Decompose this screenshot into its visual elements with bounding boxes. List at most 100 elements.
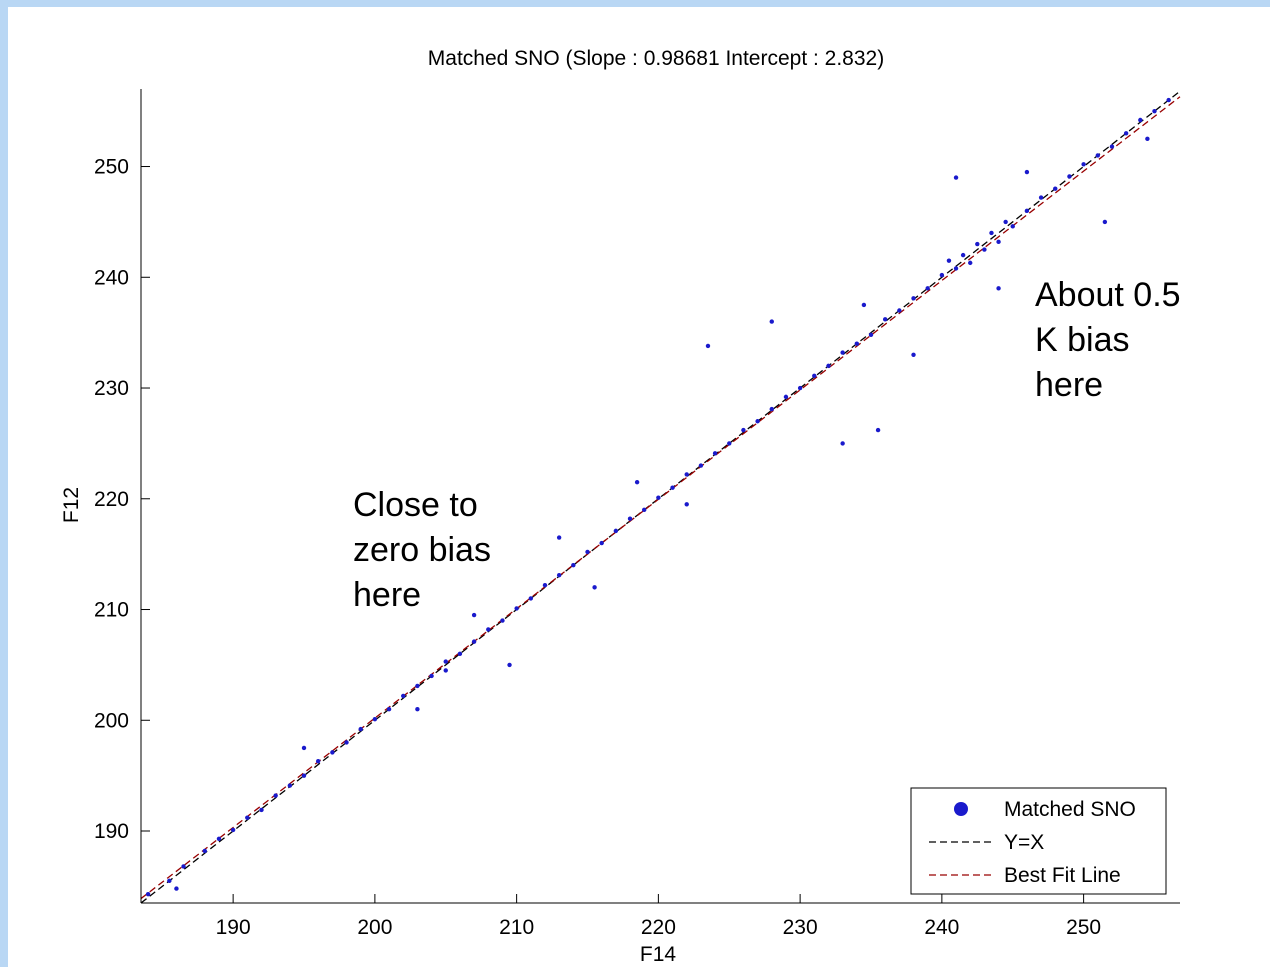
- data-point: [500, 618, 505, 623]
- data-point: [861, 302, 867, 308]
- data-point: [401, 693, 406, 699]
- y-tick-label: 200: [94, 709, 129, 732]
- data-point: [840, 441, 845, 446]
- data-point: [592, 585, 597, 590]
- data-point: [727, 441, 732, 446]
- y-axis-label: F12: [60, 487, 83, 523]
- data-point: [174, 886, 179, 891]
- legend-box: [910, 787, 1167, 895]
- data-point: [684, 472, 689, 477]
- data-point: [911, 352, 916, 357]
- data-point: [1081, 162, 1086, 167]
- data-point: [1152, 108, 1157, 114]
- data-point: [1053, 186, 1058, 191]
- data-point: [556, 572, 562, 578]
- data-point: [897, 308, 902, 313]
- y-tick-label: 240: [94, 266, 129, 289]
- data-point: [415, 706, 420, 712]
- annotation-half-kelvin-bias: About 0.5 K bias here: [1035, 276, 1181, 404]
- data-point: [854, 341, 860, 346]
- data-point: [868, 332, 874, 338]
- data-point: [670, 485, 675, 490]
- data-point: [925, 286, 930, 291]
- data-point: [939, 272, 945, 278]
- x-axis-label: F14: [640, 943, 677, 966]
- data-point: [1024, 169, 1030, 175]
- data-point: [315, 759, 321, 764]
- legend-marker-dot: [954, 802, 968, 816]
- data-point: [216, 836, 222, 841]
- data-point: [585, 549, 590, 555]
- data-point: [911, 296, 916, 301]
- annotation-zero-bias: Close to zero bias here: [353, 486, 491, 614]
- data-point: [1095, 153, 1100, 158]
- x-tick-label: 220: [641, 916, 676, 939]
- data-point: [705, 343, 711, 349]
- data-point: [783, 394, 789, 400]
- data-point: [507, 662, 512, 668]
- chart-title: Matched SNO (Slope : 0.98681 Intercept :…: [428, 47, 884, 70]
- data-point: [259, 807, 264, 813]
- data-point: [181, 864, 186, 869]
- data-point: [486, 627, 491, 632]
- data-point: [1038, 195, 1044, 200]
- data-point: [996, 286, 1001, 291]
- data-point: [996, 239, 1001, 245]
- plot-area: [140, 90, 1181, 904]
- data-point: [755, 419, 760, 424]
- data-point: [528, 596, 534, 601]
- data-point: [301, 745, 307, 751]
- data-point: [245, 815, 250, 820]
- data-point: [1109, 144, 1115, 149]
- data-point: [953, 175, 959, 180]
- data-point: [202, 848, 207, 854]
- data-point: [1067, 174, 1072, 179]
- data-point: [599, 540, 604, 546]
- data-point: [542, 582, 548, 588]
- legend-label: Y=X: [1004, 831, 1044, 854]
- data-point: [634, 479, 640, 485]
- y-tick-label: 220: [94, 488, 129, 511]
- x-tick-label: 250: [1066, 916, 1101, 939]
- data-point: [273, 793, 278, 798]
- data-point: [429, 673, 434, 679]
- x-tick-label: 190: [216, 916, 251, 939]
- data-point: [415, 683, 420, 689]
- data-point: [769, 406, 774, 412]
- data-point: [1166, 97, 1171, 103]
- data-point: [471, 639, 477, 644]
- y-axis: 190 200 210 220 230 240 250: [94, 89, 150, 903]
- data-point: [443, 659, 448, 664]
- data-point: [301, 773, 307, 778]
- data-point: [882, 317, 888, 322]
- data-point: [712, 451, 718, 456]
- data-point: [556, 535, 562, 540]
- data-point: [1102, 219, 1108, 225]
- y-tick-label: 230: [94, 377, 129, 400]
- legend-label: Matched SNO: [1004, 798, 1136, 821]
- data-point: [840, 350, 845, 355]
- data-point: [330, 750, 335, 755]
- scatter-chart: Matched SNO (Slope : 0.98681 Intercept :…: [60, 47, 1181, 966]
- x-tick-label: 230: [783, 916, 818, 939]
- data-point: [372, 716, 378, 722]
- data-point: [386, 706, 392, 712]
- data-point: [960, 252, 966, 258]
- data-point: [946, 258, 952, 263]
- data-point: [641, 507, 647, 513]
- data-point: [698, 463, 704, 468]
- y-tick-label: 250: [94, 156, 129, 179]
- data-point: [826, 363, 831, 369]
- data-point: [1003, 219, 1008, 225]
- data-point: [571, 563, 576, 568]
- data-point: [989, 230, 994, 236]
- legend: Matched SNO Y=X Best Fit Line: [910, 787, 1167, 895]
- x-tick-label: 200: [357, 916, 392, 939]
- data-point: [875, 427, 881, 433]
- data-point: [797, 385, 803, 391]
- data-point: [1010, 224, 1015, 229]
- data-point: [975, 241, 980, 247]
- x-axis: 190 200 210 220 230 240 250: [141, 894, 1180, 939]
- y-tick-label: 190: [94, 820, 129, 843]
- data-point: [344, 740, 349, 745]
